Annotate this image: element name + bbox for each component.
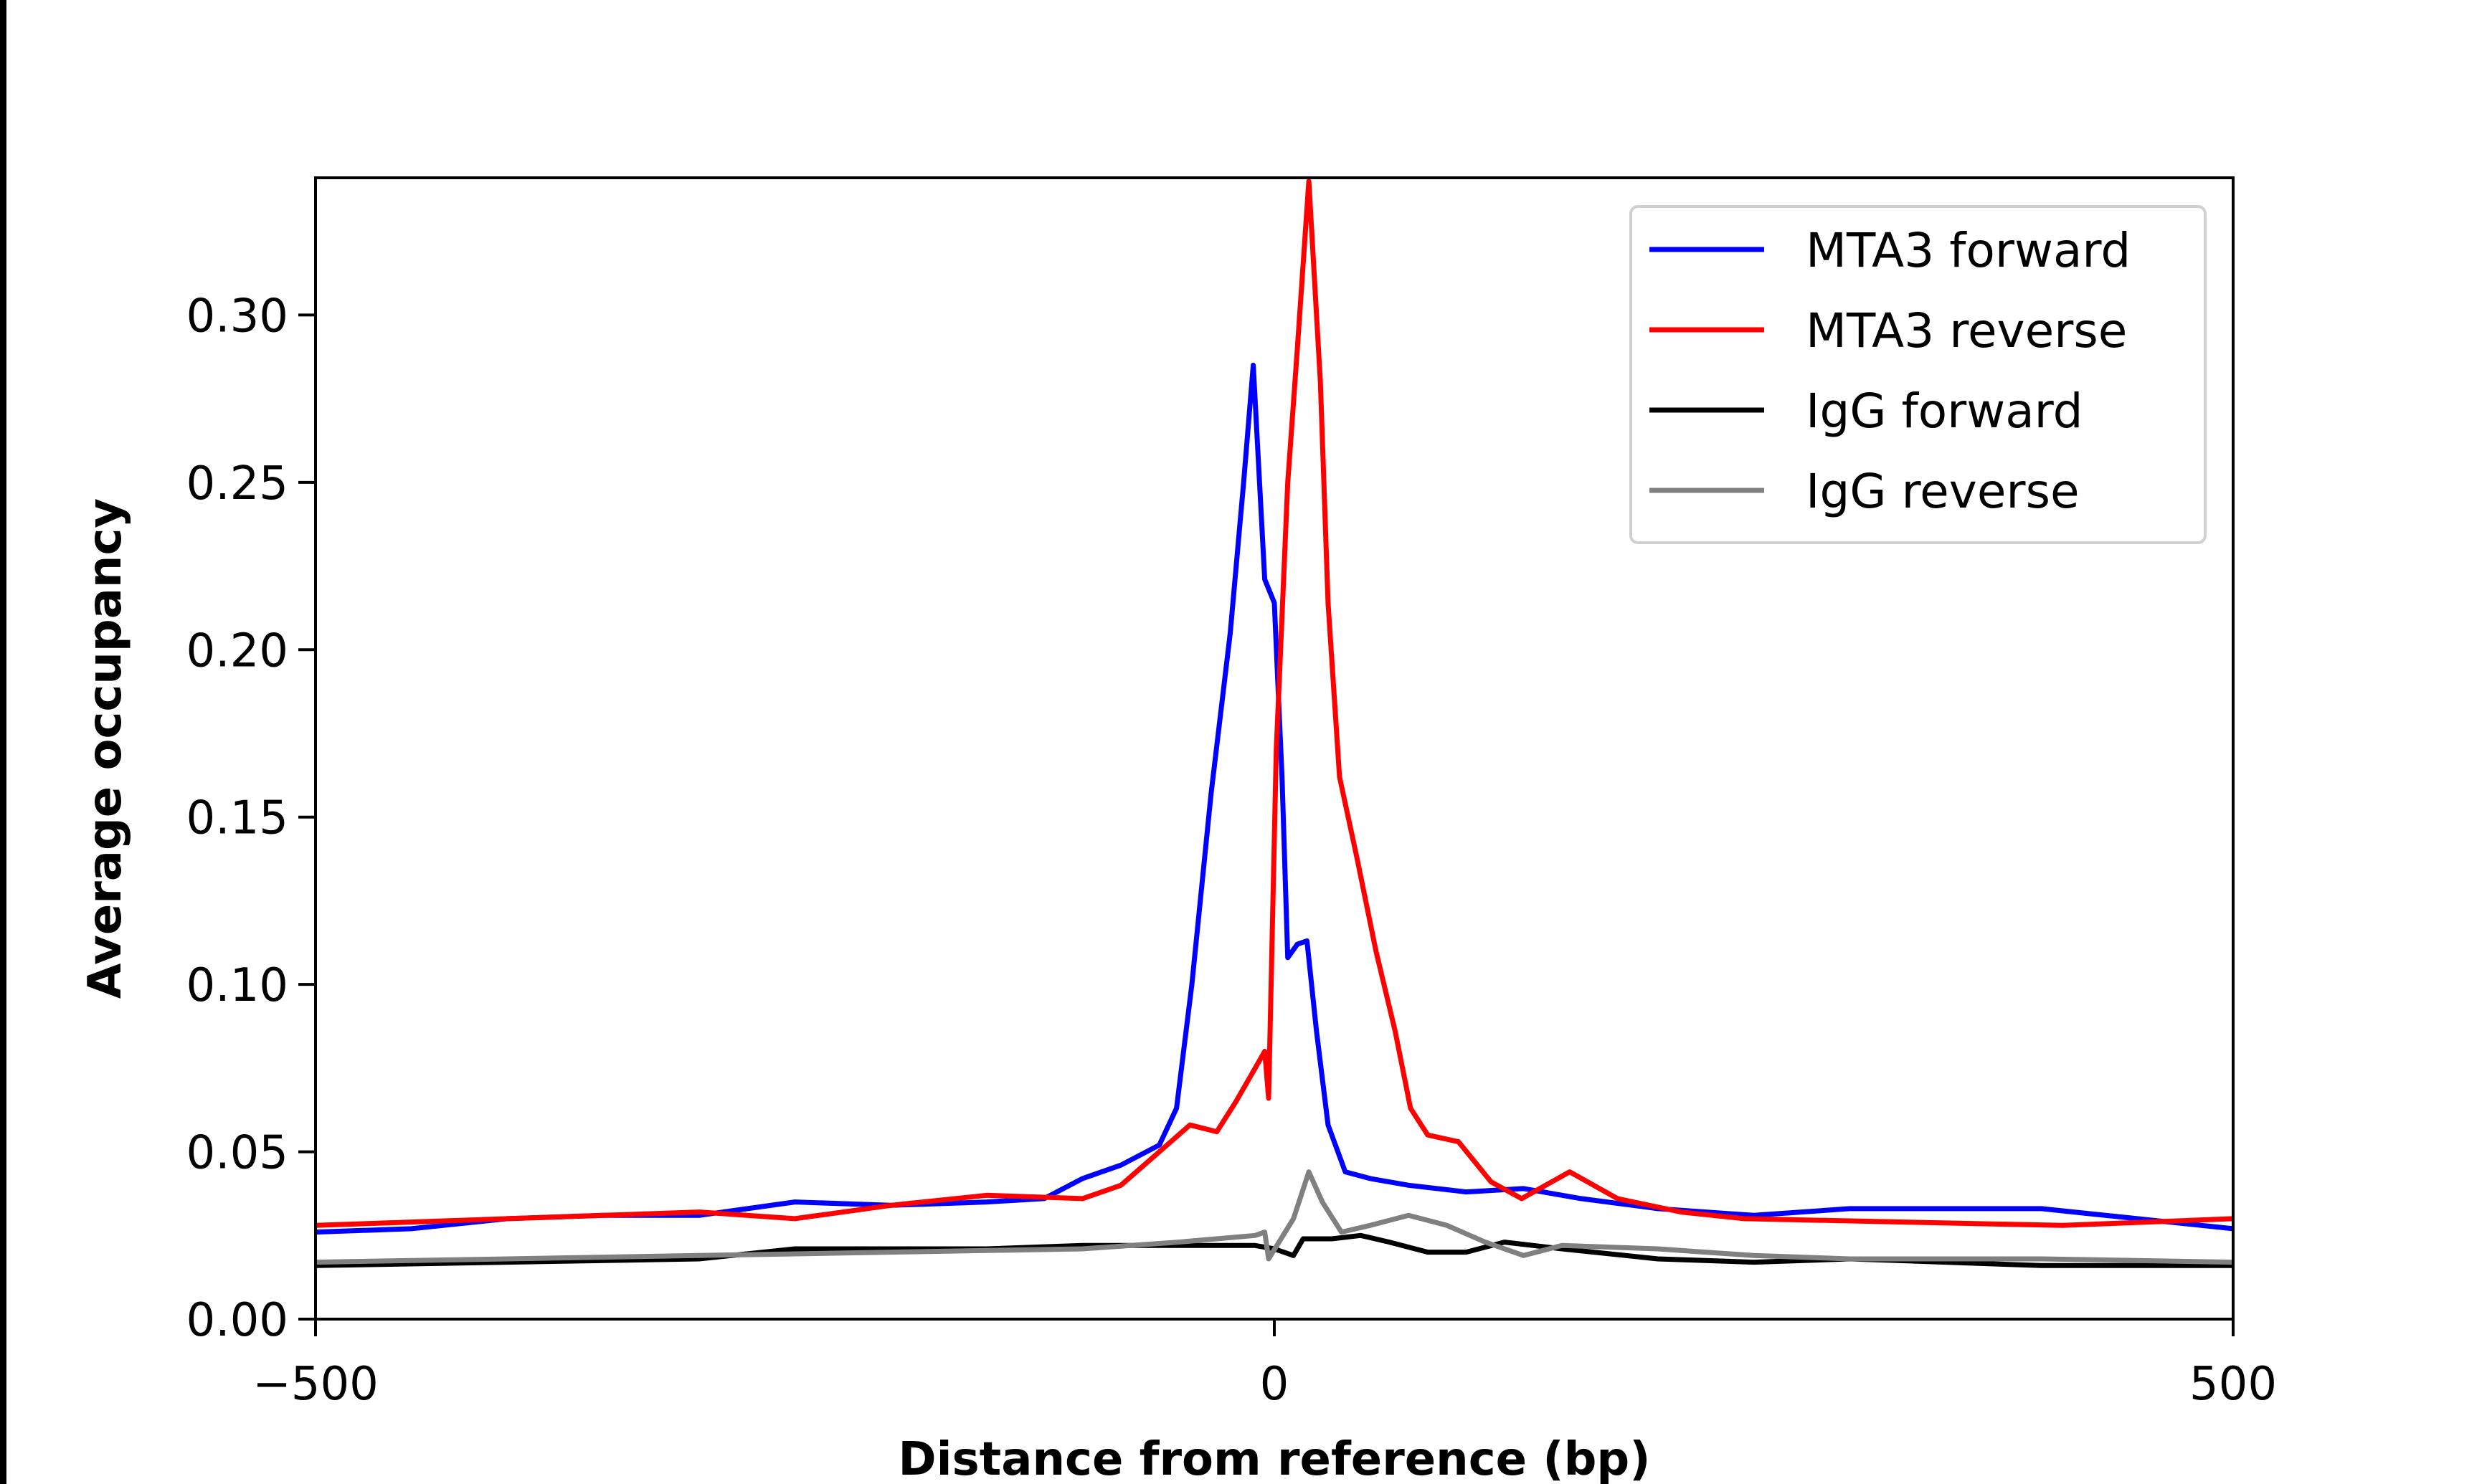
y-tick-label: 0.10 [186,959,289,1012]
series-line-igg-reverse [315,1169,2234,1265]
y-tick-label: 0.00 [186,1294,289,1347]
x-tick-label: 500 [2189,1358,2277,1411]
x-tick-label: −500 [252,1358,379,1411]
y-tick-label: 0.25 [186,457,289,510]
y-tick-label: 0.20 [186,624,289,677]
y-tick-label: 0.15 [186,792,289,845]
x-tick-label: 0 [1260,1358,1289,1411]
y-axis-label: Average occupancy [79,498,132,999]
series-line-mta3-reverse [315,179,2234,1228]
legend: MTA3 forward MTA3 reverse IgG forward IgG r… [1629,205,2207,544]
y-tick-label: 0.05 [186,1127,289,1180]
legend-frame [1629,205,2207,544]
legend-label: IgG reverse [1806,464,2080,519]
left-border [0,0,6,1484]
legend-label: IgG forward [1806,384,2083,439]
legend-label: MTA3 forward [1806,223,2131,278]
legend-label: MTA3 reverse [1806,303,2127,358]
x-axis-label: Distance from reference (bp) [899,1433,1651,1484]
y-tick-label: 0.30 [186,290,289,343]
plot-frame [314,176,2235,1321]
